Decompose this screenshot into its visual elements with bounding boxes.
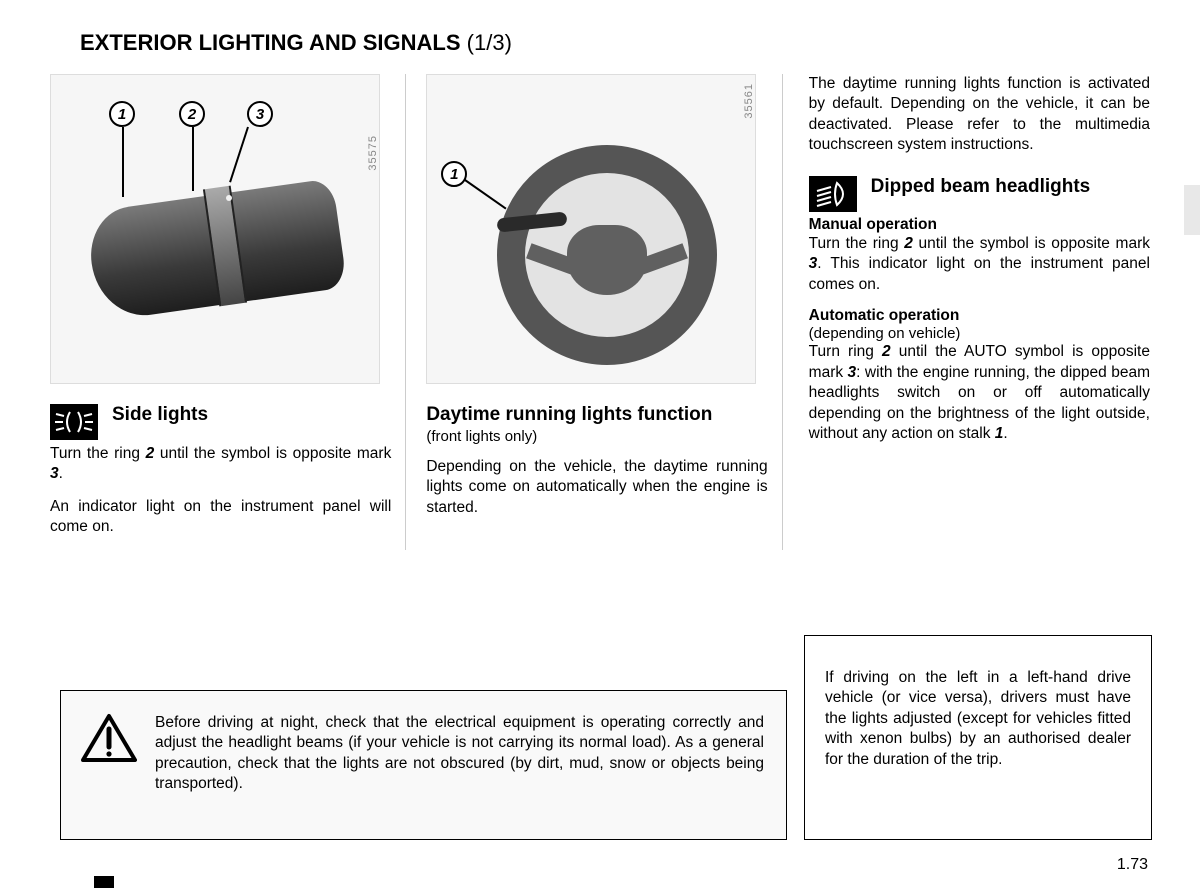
warning-icon [81,713,137,763]
edge-tab [1184,185,1200,235]
wheel-hub [567,225,647,295]
info-text: If driving on the left in a left-hand dr… [825,668,1131,770]
ref-3: 3 [50,465,59,482]
side-lights-icon [50,404,98,440]
title-main: EXTERIOR LIGHTING AND SIGNALS [80,30,461,55]
text: until the symbol is opposite mark [913,235,1150,252]
ref-3: 3 [809,255,818,272]
side-lights-p1: Turn the ring 2 until the symbol is oppo… [50,444,391,485]
text: . [1003,425,1007,442]
info-box: If driving on the left in a left-hand dr… [804,635,1152,840]
text: . [59,465,63,482]
figure-stalk: 35575 1 2 3 [50,74,380,384]
column-left: 35575 1 2 3 [50,74,406,550]
callout-lead [122,127,124,197]
text: . This indicator light on the instrument… [809,255,1150,292]
column-right: The daytime running lights function is a… [803,74,1150,550]
text: Turn ring [809,343,882,360]
dipped-title: Dipped beam headlights [871,176,1150,198]
ref-3: 3 [848,364,857,381]
auto-operation-sub: (depending on vehicle) [809,325,1150,342]
callout-1: 1 [109,101,135,127]
ref-2: 2 [882,343,891,360]
side-lights-p2: An indicator light on the instrument pan… [50,497,391,538]
page-number: 1.73 [1117,856,1148,874]
ref-2: 2 [904,235,913,252]
text: Turn the ring [809,235,905,252]
figure-wheel: 35561 1 [426,74,756,384]
side-lights-title: Side lights [112,404,391,426]
manual-operation-head: Manual operation [809,216,1150,234]
text: until the symbol is opposite mark [154,445,391,462]
drl-title: Daytime running lights function [426,404,767,426]
column-middle: 35561 1 Daytime running lights function … [426,74,782,550]
drl-subtitle: (front lights only) [426,428,767,445]
figure-ref-mid: 35561 [743,83,755,119]
warning-box: Before driving at night, check that the … [60,690,787,840]
text: : with the engine running, the dipped be… [809,364,1150,442]
callout-3: 3 [247,101,273,127]
callout-lead [465,179,507,209]
callout-lead [229,127,249,183]
text: Turn the ring [50,445,146,462]
stalk-mark [226,195,232,201]
figure-ref-left: 35575 [367,135,379,171]
auto-operation-text: Turn ring 2 until the AUTO symbol is opp… [809,342,1150,444]
ref-2: 2 [146,445,155,462]
content-columns: 35575 1 2 3 [50,74,1150,550]
page-title: EXTERIOR LIGHTING AND SIGNALS (1/3) [80,30,1150,56]
manual-operation-text: Turn the ring 2 until the symbol is oppo… [809,234,1150,295]
dipped-header: Dipped beam headlights [809,176,1150,212]
callout-lead [192,127,194,191]
dipped-beam-icon [809,176,857,212]
callout-1: 1 [441,161,467,187]
warning-text: Before driving at night, check that the … [155,713,764,817]
title-part: (1/3) [467,30,512,55]
auto-operation-head: Automatic operation [809,307,1150,325]
side-lights-header: Side lights [50,404,391,440]
footer-mark [94,876,114,888]
callout-2: 2 [179,101,205,127]
right-intro: The daytime running lights function is a… [809,74,1150,156]
drl-p1: Depending on the vehicle, the daytime ru… [426,457,767,518]
